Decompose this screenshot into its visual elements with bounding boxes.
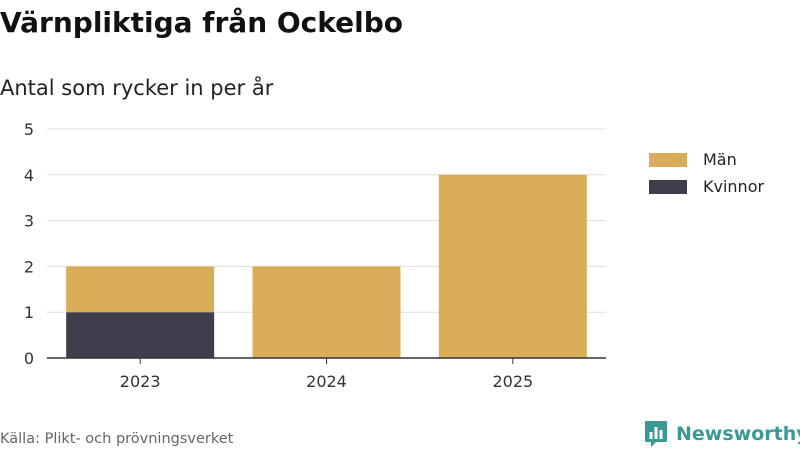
y-tick-label: 5 [24,120,34,139]
chart-subtitle: Antal som rycker in per år [0,76,274,100]
chart-title: Värnpliktiga från Ockelbo [0,6,404,39]
brand-name: Newsworthy [676,423,800,445]
y-tick-label: 3 [24,212,34,231]
newsworthy-logo-icon [645,421,667,447]
y-tick-label: 0 [24,349,34,368]
y-tick-label: 1 [24,303,34,322]
bar-m-n-2025 [438,174,587,358]
legend-swatch-man [649,152,687,167]
bar-m-n-2024 [252,266,401,358]
x-tick-label: 2023 [120,372,161,391]
bar-kvinnor-2023 [66,312,215,358]
bar-m-n-2023 [66,266,215,313]
legend-swatch-kvinnor [649,179,687,194]
source-note: Källa: Plikt- och prövningsverket [0,431,234,447]
legend-item-kvinnor: Kvinnor [649,173,764,200]
y-tick-label: 4 [24,166,34,185]
x-tick-label: 2024 [306,372,347,391]
legend-label-kvinnor: Kvinnor [703,177,765,196]
x-tick-label: 2025 [492,372,533,391]
chart-legend: Män Kvinnor [649,146,764,200]
legend-item-man: Män [649,146,764,173]
legend-label-man: Män [703,150,737,169]
brand-logo[interactable]: Newsworthy [644,420,800,448]
y-tick-label: 2 [24,257,34,276]
